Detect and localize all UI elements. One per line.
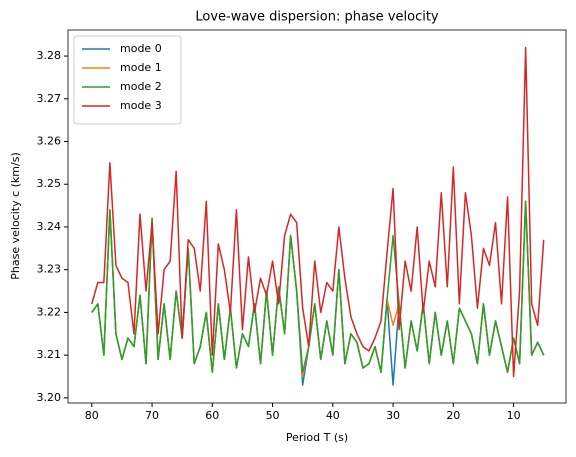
x-tick-label: 10 [507, 409, 521, 422]
y-tick-label: 3.28 [37, 49, 62, 62]
y-tick-label: 3.26 [37, 135, 62, 148]
x-tick-label: 40 [326, 409, 340, 422]
legend-label: mode 1 [120, 61, 162, 74]
x-tick-label: 80 [85, 409, 99, 422]
chart-title: Love-wave dispersion: phase velocity [195, 10, 439, 25]
plot-frame [67, 29, 567, 404]
y-tick-label: 3.27 [37, 92, 62, 105]
x-tick-label: 20 [446, 409, 460, 422]
y-tick-label: 3.24 [37, 220, 62, 233]
x-tick-label: 30 [386, 409, 400, 422]
legend-label: mode 3 [120, 99, 162, 112]
y-tick-label: 3.21 [37, 348, 62, 361]
x-tick-label: 60 [205, 409, 219, 422]
x-axis-label: Period T (s) [286, 431, 348, 444]
x-tick-label: 50 [266, 409, 280, 422]
y-tick-label: 3.20 [37, 391, 62, 404]
series-line [91, 46, 545, 378]
y-tick-label: 3.23 [37, 263, 62, 276]
series-line [91, 200, 545, 373]
y-tick-label: 3.22 [37, 305, 62, 318]
legend-box [73, 35, 182, 125]
y-tick-label: 3.25 [37, 177, 62, 190]
y-axis-label: Phase velocity c (km/s) [9, 152, 22, 279]
legend-label: mode 2 [120, 80, 162, 93]
legend-label: mode 0 [120, 42, 162, 55]
x-tick-label: 70 [145, 409, 159, 422]
